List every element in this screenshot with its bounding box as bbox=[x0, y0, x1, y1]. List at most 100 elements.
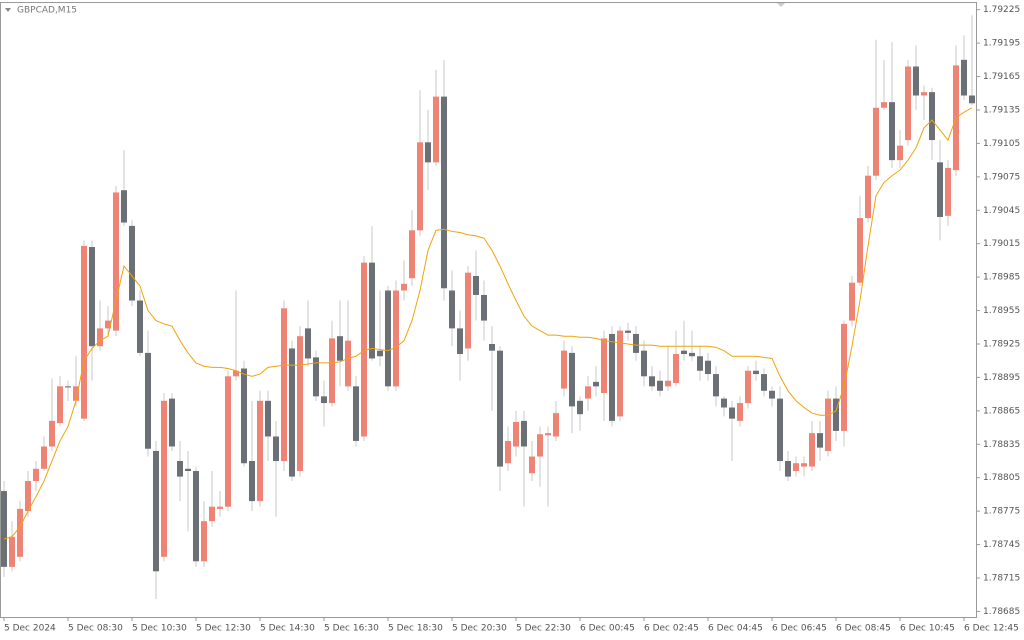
candle-body bbox=[321, 396, 327, 404]
candle-body bbox=[161, 400, 167, 557]
y-tick-label: 1.79045 bbox=[983, 206, 1020, 216]
candle-body bbox=[745, 370, 751, 404]
candle-body bbox=[217, 506, 223, 509]
candle-body bbox=[489, 343, 495, 351]
y-tick-label: 1.78925 bbox=[983, 339, 1020, 349]
candle-body bbox=[841, 323, 847, 431]
candle-body bbox=[345, 340, 351, 387]
candle-body bbox=[529, 456, 535, 474]
candle-body bbox=[601, 338, 607, 394]
candle-body bbox=[121, 190, 127, 223]
candle-body bbox=[857, 218, 863, 283]
candle-body bbox=[665, 380, 671, 387]
candle-body bbox=[153, 450, 159, 572]
y-tick-label: 1.79135 bbox=[983, 105, 1020, 115]
candle-body bbox=[113, 192, 119, 331]
candle-body bbox=[585, 386, 591, 399]
y-tick-label: 1.78805 bbox=[983, 473, 1020, 483]
candle-body bbox=[561, 350, 567, 389]
candle-body bbox=[513, 421, 519, 447]
candle-body bbox=[657, 380, 663, 391]
y-tick-label: 1.79225 bbox=[983, 5, 1020, 15]
y-tick-label: 1.78985 bbox=[983, 273, 1020, 283]
candle-body bbox=[137, 300, 143, 353]
x-tick-label: 5 Dec 20:30 bbox=[452, 624, 507, 634]
x-tick-label: 6 Dec 12:45 bbox=[964, 624, 1019, 634]
candle-body bbox=[633, 333, 639, 353]
candle-body bbox=[889, 102, 895, 161]
candle-body bbox=[17, 508, 23, 557]
candle-body bbox=[305, 328, 311, 359]
candle-body bbox=[969, 95, 975, 104]
candle-body bbox=[497, 350, 503, 467]
candle-body bbox=[369, 262, 375, 359]
candle-body bbox=[705, 360, 711, 375]
candle-body bbox=[385, 290, 391, 387]
candle-body bbox=[73, 386, 79, 401]
candle-body bbox=[593, 381, 599, 387]
x-tick-label: 5 Dec 2024 bbox=[4, 624, 56, 634]
x-tick-label: 6 Dec 08:45 bbox=[836, 624, 891, 634]
candle-body bbox=[417, 142, 423, 231]
x-tick-label: 5 Dec 14:30 bbox=[260, 624, 315, 634]
candle-body bbox=[809, 433, 815, 467]
candle-body bbox=[433, 96, 439, 163]
candle-body bbox=[49, 420, 55, 447]
candle-body bbox=[273, 436, 279, 461]
candle-body bbox=[169, 398, 175, 447]
candle-body bbox=[905, 66, 911, 141]
candle-body bbox=[241, 368, 247, 464]
candle-body bbox=[185, 468, 191, 472]
candle-body bbox=[377, 350, 383, 357]
candle-body bbox=[89, 247, 95, 347]
y-tick-label: 1.79015 bbox=[983, 239, 1020, 249]
candle-body bbox=[177, 460, 183, 477]
candle-body bbox=[713, 374, 719, 397]
menu-arrow bbox=[5, 8, 11, 12]
candle-body bbox=[793, 463, 799, 472]
candle-body bbox=[41, 446, 47, 469]
candle-body bbox=[249, 460, 255, 502]
candle-body bbox=[265, 400, 271, 437]
candle-body bbox=[641, 350, 647, 377]
candle-body bbox=[761, 374, 767, 391]
x-tick-label: 5 Dec 08:30 bbox=[68, 624, 123, 634]
candle-body bbox=[617, 330, 623, 417]
candle-body bbox=[65, 386, 71, 388]
y-tick-label: 1.78715 bbox=[983, 573, 1020, 583]
candle-body bbox=[817, 433, 823, 448]
candle-body bbox=[449, 290, 455, 329]
candle-body bbox=[353, 386, 359, 441]
candle-body bbox=[753, 370, 759, 375]
candle-body bbox=[545, 433, 551, 436]
x-tick-label: 6 Dec 10:45 bbox=[900, 624, 955, 634]
candle-body bbox=[649, 376, 655, 387]
x-tick-label: 6 Dec 04:45 bbox=[708, 624, 763, 634]
y-tick-label: 1.78745 bbox=[983, 540, 1020, 550]
candle-body bbox=[913, 66, 919, 96]
candle-body bbox=[537, 434, 543, 457]
candle-body bbox=[329, 338, 335, 404]
candle-body bbox=[25, 481, 31, 512]
y-tick-label: 1.79195 bbox=[983, 39, 1020, 49]
candle-body bbox=[865, 175, 871, 219]
x-tick-label: 5 Dec 18:30 bbox=[388, 624, 443, 634]
y-tick-label: 1.79075 bbox=[983, 172, 1020, 182]
y-tick-label: 1.79105 bbox=[983, 139, 1020, 149]
moving-average bbox=[3, 107, 973, 540]
candle-body bbox=[897, 145, 903, 161]
x-tick-label: 5 Dec 10:30 bbox=[132, 624, 187, 634]
candle-body bbox=[129, 225, 135, 301]
y-tick-label: 1.78955 bbox=[983, 306, 1020, 316]
candle-body bbox=[457, 328, 463, 355]
candle-body bbox=[209, 506, 215, 522]
chart-title: GBPCAD,M15 bbox=[17, 6, 77, 16]
candle-body bbox=[393, 290, 399, 387]
candle-body bbox=[833, 398, 839, 431]
candle-body bbox=[313, 357, 319, 397]
x-tick-label: 5 Dec 16:30 bbox=[324, 624, 379, 634]
candle-body bbox=[937, 162, 943, 217]
candle-body bbox=[785, 460, 791, 477]
candle-body bbox=[33, 468, 39, 482]
